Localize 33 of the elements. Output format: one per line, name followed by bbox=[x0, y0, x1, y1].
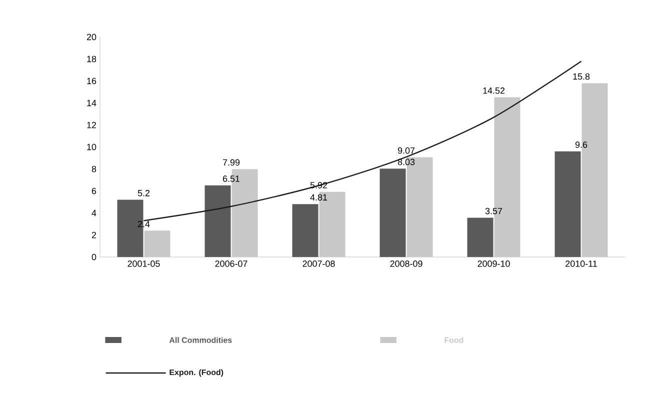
y-tick-label: 0 bbox=[92, 254, 96, 260]
data-label: 4.81 bbox=[310, 194, 328, 201]
x-tick-label: 2009-10 bbox=[478, 260, 510, 267]
data-label: 15.8 bbox=[573, 73, 590, 80]
y-tick-label: 6 bbox=[92, 188, 96, 194]
data-label: 6.51 bbox=[222, 176, 240, 182]
bar bbox=[467, 218, 494, 257]
y-tick-label: 14 bbox=[87, 100, 96, 106]
data-label: 9.6 bbox=[575, 142, 588, 148]
y-tick-label: 2 bbox=[92, 232, 96, 238]
bar bbox=[144, 230, 170, 257]
y-tick-label: 8 bbox=[92, 166, 96, 172]
y-tick-label: 4 bbox=[92, 210, 96, 216]
data-label: 7.99 bbox=[222, 159, 240, 166]
x-tick-label: 2006-07 bbox=[215, 260, 248, 267]
x-tick-label: 2010-11 bbox=[566, 260, 597, 267]
data-label: 14.52 bbox=[483, 87, 505, 94]
y-tick-label: 18 bbox=[87, 56, 96, 62]
bar bbox=[204, 185, 231, 257]
data-label: 3.57 bbox=[485, 208, 502, 214]
data-label: 8.03 bbox=[398, 158, 415, 166]
bar bbox=[380, 168, 406, 257]
y-tick-label: 20 bbox=[86, 34, 96, 40]
x-tick-label: 2001-05 bbox=[128, 260, 160, 267]
y-tick-label: 10 bbox=[87, 144, 96, 150]
bar bbox=[554, 151, 581, 257]
y-tick-label: 12 bbox=[87, 122, 96, 128]
x-tick-label: 2008-09 bbox=[390, 260, 422, 267]
data-label: 9.07 bbox=[398, 147, 415, 154]
y-tick-label: 16 bbox=[87, 78, 96, 84]
bar bbox=[292, 204, 318, 257]
x-tick-label: 2007-08 bbox=[302, 260, 335, 267]
data-label: 5.2 bbox=[138, 190, 150, 196]
